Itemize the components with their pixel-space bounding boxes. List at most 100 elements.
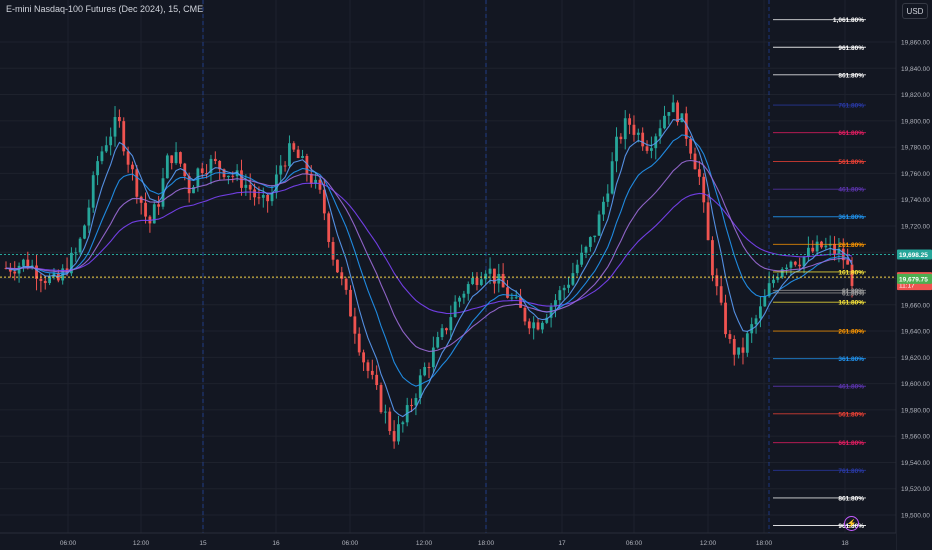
candle-body	[615, 136, 618, 162]
candle-body	[22, 259, 25, 266]
candle-body	[458, 297, 461, 302]
candle-body	[728, 334, 732, 340]
candle-body	[96, 161, 99, 176]
candle-body	[793, 261, 797, 265]
candle-body	[545, 317, 549, 323]
x-tick-label: 06:00	[342, 540, 359, 547]
price-badge-text: 19,679.75	[899, 276, 928, 283]
candle-body	[183, 163, 187, 177]
candle-body	[296, 149, 300, 158]
x-tick-label: 06:00	[626, 540, 643, 547]
candle-body	[667, 112, 671, 116]
candle-body	[213, 158, 217, 162]
candle-body	[641, 132, 645, 147]
candle-body	[684, 113, 688, 139]
candle-body	[410, 405, 413, 407]
candle-body	[74, 252, 78, 254]
candle-body	[759, 306, 762, 319]
candle-body	[305, 156, 309, 174]
candle-body	[506, 287, 509, 298]
candle-body	[17, 265, 21, 274]
candle-body	[632, 124, 636, 135]
fib-level-label: 361.80%	[838, 356, 864, 363]
candle-body	[532, 322, 536, 329]
candle-body	[357, 333, 361, 353]
fib-level-label: 161.80%	[838, 300, 864, 307]
candle-body	[554, 300, 557, 307]
candle-body	[493, 268, 496, 284]
candle-body	[26, 259, 30, 268]
candle-body	[767, 283, 771, 297]
candle-body	[209, 158, 213, 174]
candle-body	[165, 155, 169, 179]
candle-body	[772, 279, 775, 284]
candle-body	[157, 204, 161, 207]
candle-body	[549, 306, 553, 318]
price-badge-countdown: 11:17	[899, 283, 915, 290]
fib-level-label: 561.80%	[838, 411, 864, 418]
candle-body	[83, 225, 86, 239]
candle-body	[266, 194, 270, 202]
candle-body	[593, 235, 597, 238]
y-tick-label: 19,520.00	[901, 486, 930, 493]
fib-level-label: 261.80%	[838, 329, 864, 336]
x-tick-label: 12:00	[416, 540, 433, 547]
candle-body	[248, 184, 252, 190]
currency-button[interactable]: USD	[902, 3, 928, 19]
candle-body	[362, 352, 365, 363]
candle-body	[139, 196, 143, 203]
candle-body	[610, 161, 614, 194]
candle-body	[567, 284, 570, 288]
candle-body	[279, 165, 283, 175]
fib-level-label: 961.80%	[838, 45, 864, 52]
candle-body	[802, 256, 806, 267]
candle-body	[475, 277, 479, 285]
x-tick-label: 18	[841, 540, 849, 547]
candle-body	[737, 347, 741, 355]
candle-body	[231, 175, 235, 177]
candle-body	[301, 156, 304, 158]
candle-body	[536, 322, 540, 330]
candle-body	[636, 132, 640, 135]
candle-body	[719, 286, 723, 303]
fib-level-label: 761.80%	[838, 468, 864, 475]
candle-body	[540, 322, 544, 330]
candle-body	[379, 385, 383, 413]
candle-body	[318, 179, 322, 190]
candle-body	[462, 293, 466, 298]
candle-body	[70, 252, 73, 274]
fib-level-label: 561.80%	[838, 159, 864, 166]
candle-body	[780, 269, 784, 278]
candle-body	[697, 169, 701, 177]
y-tick-label: 19,560.00	[901, 434, 930, 441]
lightning-icon[interactable]: ⚡	[844, 516, 859, 531]
x-tick-label: 18:00	[478, 540, 495, 547]
fib-level-label: 161.80%	[838, 269, 864, 276]
candle-body	[519, 297, 522, 308]
y-tick-label: 19,840.00	[901, 66, 930, 73]
x-tick-label: 15	[199, 540, 207, 547]
candle-body	[257, 197, 261, 199]
candle-body	[397, 424, 400, 442]
candle-body	[392, 431, 396, 442]
candle-body	[833, 243, 836, 254]
candle-body	[196, 168, 200, 187]
candle-body	[331, 241, 335, 260]
y-tick-label: 19,820.00	[901, 92, 930, 99]
candle-body	[815, 241, 819, 252]
candle-body	[623, 118, 627, 140]
fib-level-label: 861.80%	[838, 72, 864, 79]
moving-average-line	[5, 182, 853, 315]
y-tick-label: 19,500.00	[901, 513, 930, 520]
candle-body	[370, 370, 374, 375]
candle-body	[349, 289, 352, 317]
x-tick-label: 12:00	[133, 540, 150, 547]
candle-body	[776, 277, 780, 280]
y-tick-label: 19,640.00	[901, 329, 930, 336]
candle-body	[274, 174, 278, 193]
price-badge-text: 19,698.25	[899, 252, 928, 259]
candle-body	[562, 287, 566, 291]
candle-body	[619, 136, 623, 140]
candle-body	[91, 175, 95, 208]
